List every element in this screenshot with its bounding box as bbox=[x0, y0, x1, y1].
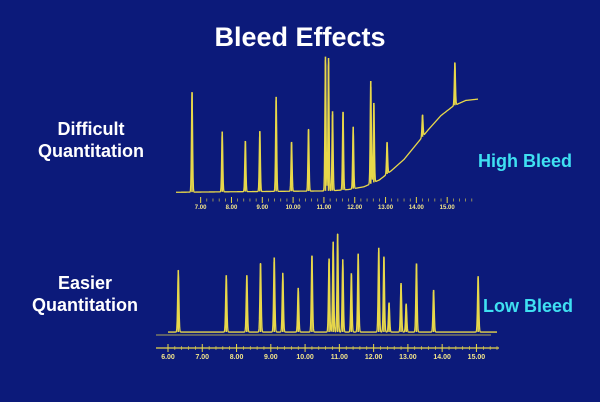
x-tick-label: 7.00 bbox=[195, 354, 209, 361]
top-label-line-1: Difficult bbox=[57, 119, 125, 139]
x-tick-label: 9.00 bbox=[256, 205, 268, 211]
x-tick-label: 12.00 bbox=[347, 205, 363, 211]
x-tick-label: 6.00 bbox=[161, 354, 175, 361]
top-quantitation-label: Difficult Quantitation bbox=[6, 118, 176, 162]
x-tick-label: 7.00 bbox=[195, 205, 207, 211]
high-bleed-label: High Bleed bbox=[478, 151, 573, 171]
x-tick-label: 15.00 bbox=[468, 354, 486, 361]
x-tick-label: 13.00 bbox=[378, 205, 394, 211]
x-tick-label: 11.00 bbox=[331, 354, 348, 361]
bottom-quantitation-label: Easier Quantitation bbox=[0, 272, 170, 316]
x-tick-label: 14.00 bbox=[433, 354, 451, 361]
x-tick-label: 10.00 bbox=[296, 354, 314, 361]
x-tick-label: 8.00 bbox=[226, 205, 238, 211]
x-tick-label: 12.00 bbox=[365, 354, 383, 361]
slide-title: Bleed Effects bbox=[214, 22, 386, 52]
x-tick-label: 13.00 bbox=[399, 354, 417, 361]
bottom-label-line-1: Easier bbox=[57, 273, 113, 293]
low-bleed-label: Low Bleed bbox=[483, 296, 574, 316]
x-tick-label: 8.00 bbox=[230, 354, 244, 361]
x-tick-label: 11.00 bbox=[317, 205, 332, 211]
x-tick-label: 9.00 bbox=[264, 354, 278, 361]
x-tick-label: 15.00 bbox=[440, 205, 456, 211]
top-label-line-2: Quantitation bbox=[38, 141, 144, 161]
x-tick-label: 14.00 bbox=[409, 205, 425, 211]
chromatogram-trace bbox=[175, 60, 479, 193]
bottom-label-line-2: Quantitation bbox=[32, 295, 138, 315]
x-tick-label: 10.00 bbox=[286, 205, 302, 211]
